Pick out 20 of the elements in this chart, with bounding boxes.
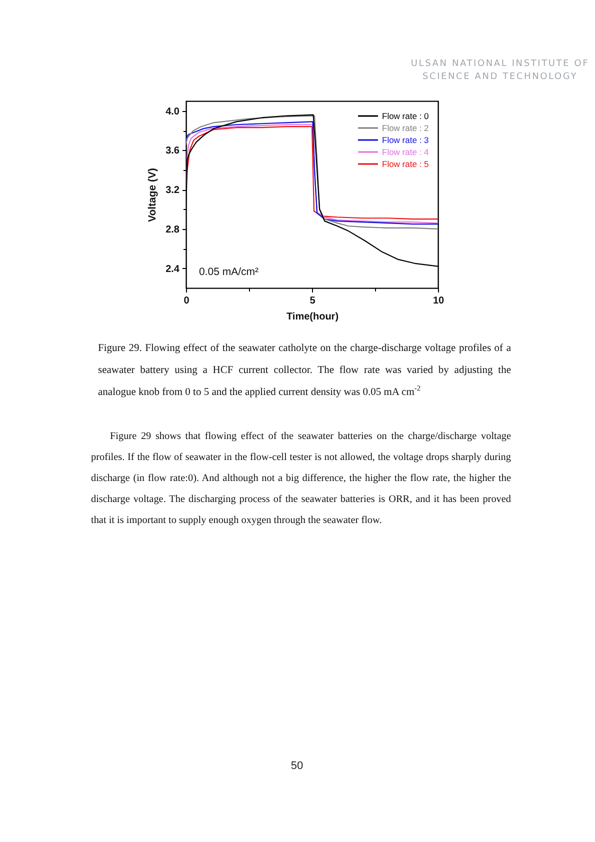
caption: Figure 29 shows that flowing effect of the seawater batteries on the charge/discharge voltage profiles. If the flow of seawater in the flow-cell tester is not allowed, the voltage drops sharply during discharge (in flow rate:0). And although not a big difference, the higher the flow rate, the higher the discharge voltage. The discharging process of the seawater batteries is ORR, and it has been proved that it is important to supply enough oxygen through the seawater flow. xyxy=(91,430,511,528)
caption: Figure 29. Flowing effect of the seawater catholyte on the charge-discharge voltage profiles of a seawater battery using a HCF current collector. The flow rate was varied by adjusting the analogue knob from 0 to 5 and the applied current density was 0.05 mA cm$^{-2}$ xyxy=(98,342,511,400)
x-tick-label: 0 xyxy=(184,296,190,306)
x-tick-label: 5 xyxy=(310,296,316,306)
legend-label: Flow rate : 5 xyxy=(382,159,430,169)
y-tick-label: 3.2 xyxy=(166,185,180,196)
y-axis-title: Voltage (V) xyxy=(146,168,159,222)
annotation: 0.05 mA/cm² xyxy=(199,266,260,278)
legend-label: Flow rate : 0 xyxy=(382,111,430,121)
legend-label: Flow rate : 3 xyxy=(382,135,430,145)
y-tick-label: 3.6 xyxy=(166,146,180,157)
text: ULSAN NATIONAL INSTITUTE OF SCIENCE AND TECHNOLOGY xyxy=(410,58,590,84)
y-tick-label: 4.0 xyxy=(166,106,180,118)
y-tick-label: 2.8 xyxy=(166,224,180,236)
text: 50 xyxy=(290,760,304,772)
x-axis-title: Time(hour) xyxy=(286,312,339,322)
y-tick-label: 2.4 xyxy=(166,264,180,275)
legend-label: Flow rate : 4 xyxy=(382,147,430,157)
x-tick-label: 10 xyxy=(432,296,444,306)
legend-label: Flow rate : 2 xyxy=(382,123,430,133)
